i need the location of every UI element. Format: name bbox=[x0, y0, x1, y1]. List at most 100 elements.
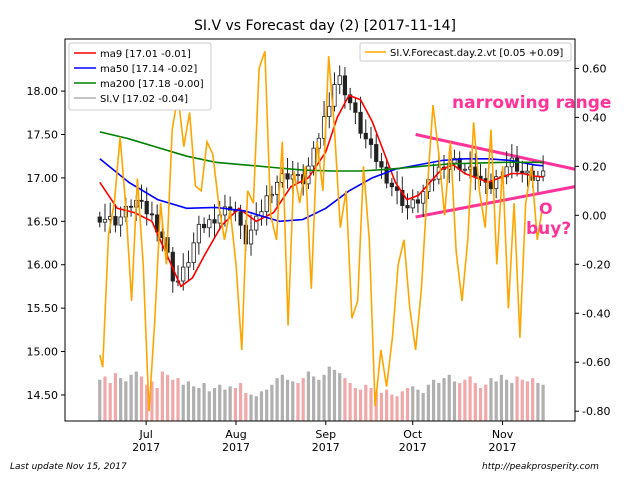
volume-bar bbox=[181, 384, 185, 421]
series-line-ma9 bbox=[99, 94, 544, 288]
trend-line bbox=[415, 185, 576, 219]
left-tick-label: 14.50 bbox=[27, 389, 59, 402]
price-bar-body bbox=[473, 166, 478, 177]
price-bar-body bbox=[186, 262, 191, 268]
volume-bar bbox=[390, 394, 394, 421]
legend-label: ma9 [17.01 -0.01] bbox=[100, 49, 191, 60]
price-bar-body bbox=[405, 205, 410, 209]
right-tick-label: 0.00 bbox=[582, 209, 607, 222]
price-bar-body bbox=[400, 190, 405, 206]
volume-bar bbox=[348, 383, 352, 421]
volume-bar bbox=[421, 392, 425, 421]
volume-bar bbox=[452, 381, 457, 421]
volume-bar bbox=[244, 392, 248, 421]
price-bar-body bbox=[275, 182, 280, 195]
price-bar-body bbox=[363, 132, 368, 140]
volume-bar bbox=[343, 378, 347, 421]
right-tick-label: -0.60 bbox=[582, 356, 610, 369]
volume-bar bbox=[447, 374, 451, 421]
annotation-narrowing-range: narrowing range bbox=[452, 93, 611, 113]
price-bar-body bbox=[379, 161, 384, 168]
volume-bar bbox=[192, 386, 196, 421]
right-tick-label: -0.20 bbox=[582, 258, 610, 271]
x-tick-year: 2017 bbox=[399, 441, 427, 454]
price-bar-body bbox=[410, 199, 415, 209]
legend-label: SI.V [17.02 -0.04] bbox=[100, 94, 188, 105]
price-bar-body bbox=[374, 144, 379, 162]
volume-bar bbox=[385, 389, 389, 421]
price-bar-body bbox=[285, 173, 290, 180]
volume-bars bbox=[98, 366, 545, 421]
volume-bar bbox=[202, 383, 206, 421]
price-bar-body bbox=[488, 181, 494, 190]
price-bar-body bbox=[462, 168, 467, 171]
volume-bar bbox=[124, 381, 128, 421]
volume-bar bbox=[437, 383, 441, 421]
price-bar-body bbox=[520, 170, 525, 174]
volume-bar bbox=[165, 374, 170, 421]
x-tick-month: Oct bbox=[403, 428, 423, 441]
price-bar-body bbox=[311, 147, 316, 167]
x-tick-year: 2017 bbox=[132, 441, 160, 454]
price-bar-body bbox=[144, 200, 149, 215]
price-bar-body bbox=[248, 229, 254, 245]
price-bar-body bbox=[342, 75, 348, 96]
volume-bar bbox=[171, 379, 175, 421]
legend-label: SI.V.Forecast.day.2.vt [0.05 +0.09] bbox=[390, 48, 563, 59]
price-bar-body bbox=[353, 102, 358, 113]
price-bar-body bbox=[149, 213, 155, 216]
volume-bar bbox=[134, 371, 138, 421]
volume-bar bbox=[259, 391, 264, 421]
price-bar-body bbox=[348, 94, 353, 104]
right-axis: -0.80 -0.60 -0.40 -0.20 0.00 0.20 0.40 0.60 bbox=[575, 62, 610, 418]
price-bar-body bbox=[541, 170, 546, 177]
volume-bar bbox=[463, 379, 467, 421]
volume-bar bbox=[254, 396, 258, 421]
right-tick-label: 0.60 bbox=[582, 62, 607, 75]
price-bar-body bbox=[201, 223, 207, 229]
price-bar-body bbox=[139, 199, 144, 202]
series-line-ma50 bbox=[99, 158, 544, 223]
volume-bar bbox=[515, 376, 519, 421]
volume-bar bbox=[400, 391, 404, 421]
right-tick-label: 0.20 bbox=[582, 160, 607, 173]
volume-bar bbox=[520, 379, 524, 421]
volume-bar bbox=[468, 376, 472, 421]
trend-lines bbox=[415, 133, 576, 219]
x-tick-month: Jul bbox=[138, 428, 152, 441]
x-tick-year: 2017 bbox=[222, 441, 250, 454]
price-bar-body bbox=[327, 105, 332, 117]
volume-bar bbox=[332, 369, 337, 421]
volume-bar bbox=[478, 388, 483, 421]
chart-title: SI.V vs Forecast day (2) [2017-11-14] bbox=[194, 18, 456, 34]
volume-bar bbox=[525, 381, 530, 421]
volume-bar bbox=[369, 388, 373, 421]
volume-bar bbox=[212, 388, 217, 421]
legend-right-box bbox=[359, 42, 572, 62]
price-bar-body bbox=[358, 111, 363, 134]
volume-bar bbox=[233, 388, 237, 421]
volume-bar bbox=[494, 381, 498, 421]
volume-bar bbox=[145, 384, 149, 421]
price-bar-body bbox=[494, 176, 499, 190]
annotation-circle-o: O bbox=[539, 199, 553, 218]
volume-bar bbox=[108, 383, 112, 421]
volume-bar bbox=[312, 376, 316, 421]
volume-bar bbox=[301, 378, 305, 421]
price-bar-body bbox=[415, 199, 421, 204]
left-axis: 14.50 15.00 15.50 16.00 16.50 17.00 17.50 18.00 bbox=[27, 85, 65, 402]
volume-bar bbox=[119, 378, 123, 421]
volume-bar bbox=[374, 391, 378, 421]
volume-bar bbox=[265, 389, 269, 421]
price-bar-body bbox=[191, 242, 196, 264]
legend-left-box bbox=[68, 42, 212, 111]
volume-bar bbox=[155, 388, 159, 421]
volume-bar bbox=[541, 384, 545, 421]
price-bar-body bbox=[504, 166, 509, 178]
volume-bar bbox=[536, 383, 540, 421]
series-lines bbox=[99, 50, 544, 412]
volume-bar bbox=[186, 381, 191, 421]
price-bar-body bbox=[295, 174, 301, 177]
volume-bar bbox=[379, 392, 384, 421]
